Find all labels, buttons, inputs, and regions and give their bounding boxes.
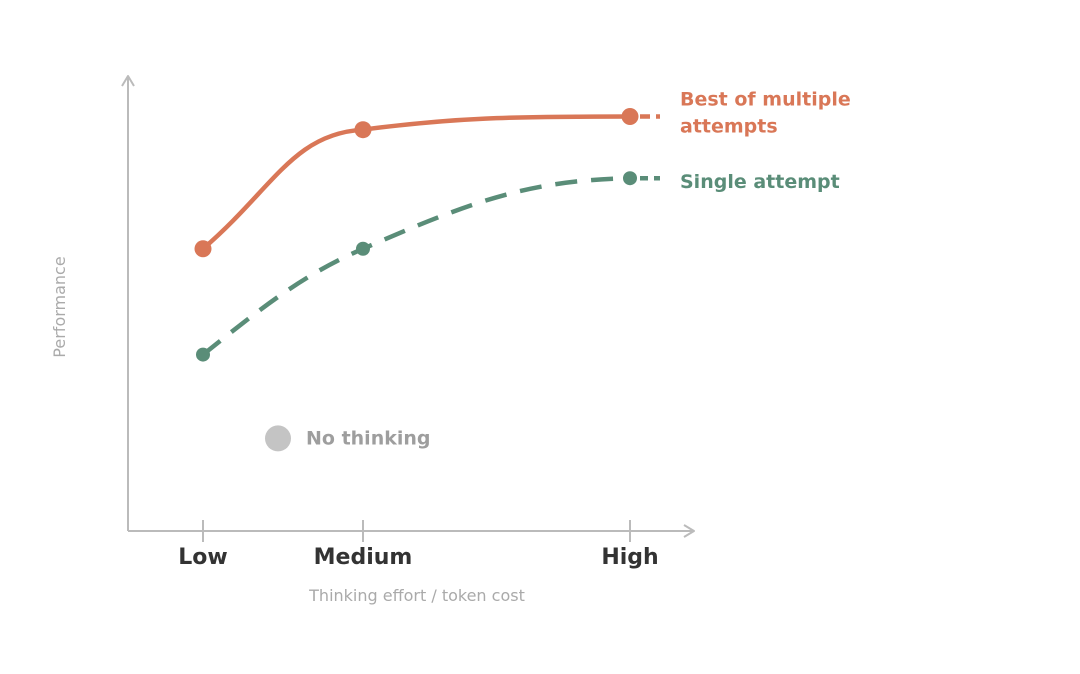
series-line-single-attempt: [201, 175, 631, 357]
series-label-best-of-multiple-attempts: Best of multiple attempts: [680, 88, 851, 137]
x-tick-label-low: Low: [178, 545, 227, 570]
y-axis-arrow: [121, 75, 135, 87]
point-best-of-multiple-attempts-high: [621, 107, 639, 125]
point-single-attempt-high: [623, 171, 637, 186]
point-single-attempt-medium: [356, 241, 370, 256]
x-tick-label-high: High: [601, 545, 658, 570]
axes: [121, 75, 695, 538]
annotation-no-thinking: No thinking: [306, 427, 431, 449]
series-label-single-attempt: Single attempt: [680, 171, 840, 193]
point-single-attempt-low: [196, 347, 210, 362]
x-axis-arrow: [683, 524, 695, 538]
y-axis-title: Performance: [50, 256, 69, 357]
series-single-attempt: Single attempt: [196, 171, 840, 362]
annotation-layer: No thinking: [265, 425, 431, 452]
point-best-of-multiple-attempts-medium: [354, 121, 372, 139]
series-best-of-multiple-attempts: Best of multiple attempts: [194, 88, 851, 258]
x-axis-title: Thinking effort / token cost: [308, 586, 525, 605]
point-no-thinking: [265, 425, 291, 452]
x-tick-label-medium: Medium: [314, 545, 413, 570]
point-best-of-multiple-attempts-low: [194, 240, 212, 258]
series-layer: Best of multiple attempts Single attempt: [194, 88, 851, 362]
x-ticks: Low Medium High: [178, 520, 659, 570]
